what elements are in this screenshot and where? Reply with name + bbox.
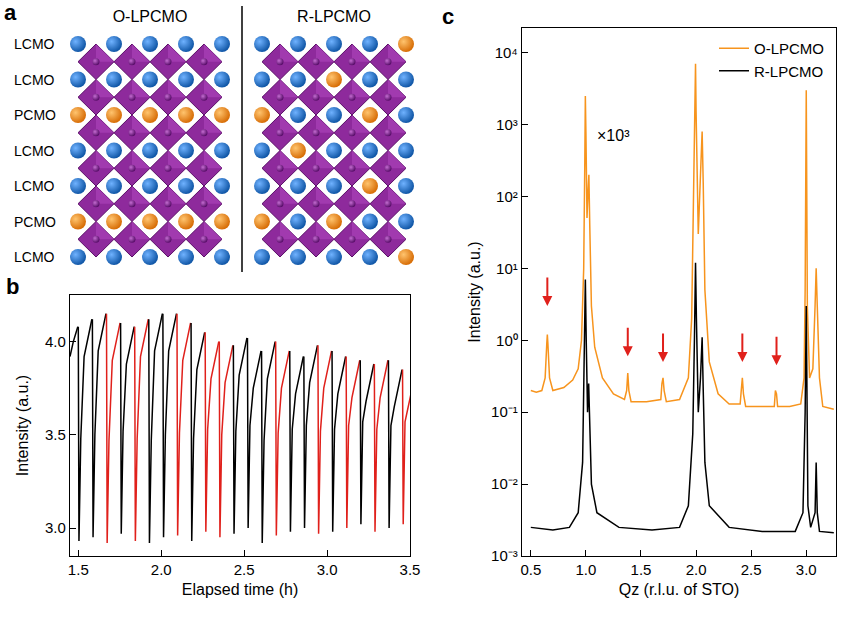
svg-text:1.5: 1.5 [631,561,652,578]
svg-text:2.0: 2.0 [151,561,172,578]
svg-text:10²: 10² [496,188,518,205]
svg-text:PCMO: PCMO [14,107,56,123]
svg-text:10⁻¹: 10⁻¹ [491,403,518,420]
svg-text:c: c [442,4,454,29]
svg-text:PCMO: PCMO [14,214,56,230]
svg-text:3.0: 3.0 [45,519,66,536]
svg-text:a: a [4,0,17,25]
svg-text:3.0: 3.0 [317,561,338,578]
svg-text:O-LPCMO: O-LPCMO [113,8,188,25]
svg-text:Intensity (a.u.): Intensity (a.u.) [14,375,31,476]
svg-text:R-LPCMO: R-LPCMO [754,63,823,80]
svg-text:10⁻³: 10⁻³ [491,547,518,564]
svg-text:LCMO: LCMO [14,178,55,194]
svg-text:10⁰: 10⁰ [496,332,518,349]
svg-text:LCMO: LCMO [14,249,55,265]
svg-text:LCMO: LCMO [14,36,55,52]
svg-text:10¹: 10¹ [496,260,518,277]
svg-text:4.0: 4.0 [45,333,66,350]
svg-text:2.5: 2.5 [741,561,762,578]
svg-text:1.0: 1.0 [575,561,596,578]
svg-text:2.5: 2.5 [234,561,255,578]
svg-text:0.5: 0.5 [520,561,541,578]
svg-text:10³: 10³ [496,116,518,133]
svg-text:3.0: 3.0 [796,561,817,578]
svg-text:1.5: 1.5 [68,561,89,578]
svg-text:3.5: 3.5 [45,426,66,443]
svg-text:O-LPCMO: O-LPCMO [754,40,824,57]
svg-text:×10³: ×10³ [597,127,630,144]
svg-text:10⁻²: 10⁻² [491,475,518,492]
svg-text:3.5: 3.5 [400,561,421,578]
svg-text:Intensity (a.u.): Intensity (a.u.) [466,241,483,342]
svg-text:2.0: 2.0 [686,561,707,578]
svg-text:Qz (r.l.u. of STO): Qz (r.l.u. of STO) [619,581,740,598]
svg-text:LCMO: LCMO [14,72,55,88]
svg-text:b: b [6,274,19,299]
svg-text:Elapsed time (h): Elapsed time (h) [182,581,299,598]
svg-text:LCMO: LCMO [14,143,55,159]
svg-text:R-LPCMO: R-LPCMO [297,8,371,25]
svg-text:10⁴: 10⁴ [495,44,518,61]
